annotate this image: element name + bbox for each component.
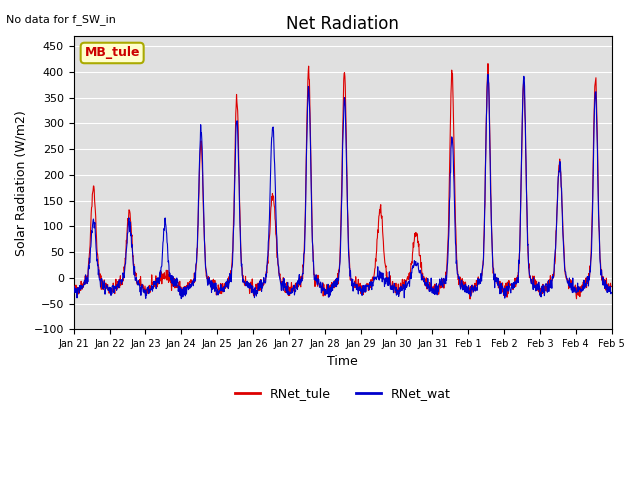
X-axis label: Time: Time (327, 355, 358, 368)
Y-axis label: Solar Radiation (W/m2): Solar Radiation (W/m2) (15, 110, 28, 255)
Legend: RNet_tule, RNet_wat: RNet_tule, RNet_wat (230, 382, 456, 405)
Title: Net Radiation: Net Radiation (286, 15, 399, 33)
Text: MB_tule: MB_tule (84, 47, 140, 60)
Text: No data for f_SW_in: No data for f_SW_in (6, 14, 116, 25)
